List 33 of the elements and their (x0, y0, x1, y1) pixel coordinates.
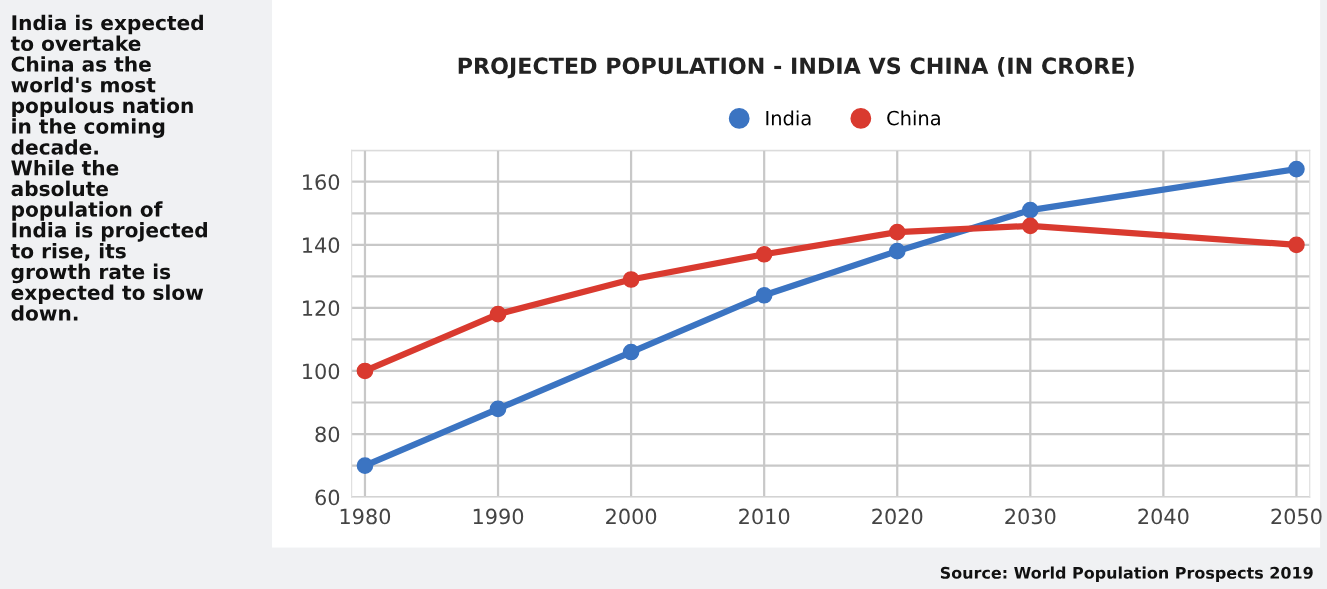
point (755, 286, 773, 304)
x-tick-label: 2010 (739, 508, 790, 525)
point (1288, 160, 1305, 178)
point (888, 242, 906, 260)
x-tick-label: 2050 (1271, 508, 1322, 525)
y-tick-label: 120 (303, 300, 340, 317)
y-tick-label: 100 (303, 363, 340, 380)
x-tick-label: 2030 (1005, 508, 1056, 525)
point (755, 245, 773, 263)
legend-label: India (766, 110, 811, 126)
source-note: Source: World Population Prospects 2019 (940, 566, 1313, 582)
legend-label: China (887, 110, 940, 126)
x-tick-label: 1990 (473, 508, 524, 525)
y-tick-label: 160 (303, 174, 340, 190)
x-tick-label: 2040 (1138, 508, 1189, 525)
point (356, 457, 374, 474)
point (1288, 236, 1305, 254)
x-tick-label: 1980 (340, 508, 391, 525)
point (622, 271, 640, 288)
chart-title: PROJECTED POPULATION - INDIA VS CHINA (IN CRORE) (458, 57, 1134, 79)
point (356, 362, 374, 380)
point (1021, 217, 1039, 235)
y-tick-label: 60 (315, 489, 340, 506)
point (489, 305, 507, 323)
x-tick-label: 2000 (606, 508, 657, 525)
y-tick-label: 80 (315, 426, 340, 443)
point (622, 343, 640, 361)
point (888, 223, 906, 241)
y-tick-label: 140 (303, 237, 340, 254)
point (1021, 201, 1039, 219)
point (489, 400, 507, 418)
x-tick-label: 2020 (872, 508, 923, 525)
text: India is expected to overtake China as the world's most populous nation in the coming decade. While the absolute population of India is projected to rise, its growth rate is expected to slow down. (10, 14, 207, 321)
